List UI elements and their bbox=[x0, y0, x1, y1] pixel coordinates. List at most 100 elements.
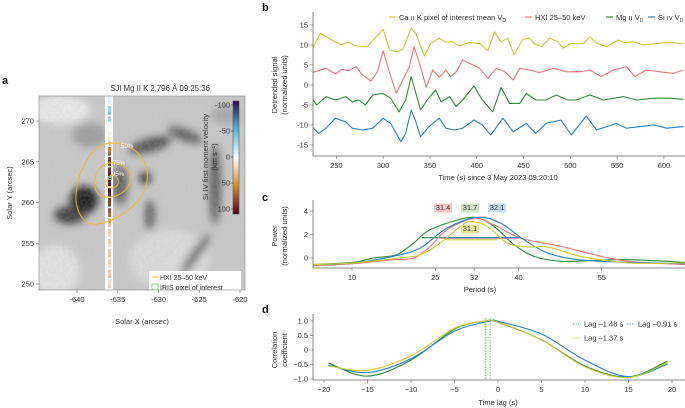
slit-pixel bbox=[108, 249, 111, 255]
legend-label-mg_ii: Lag –1.48 s bbox=[584, 320, 623, 329]
panel-b-legend: Ca ıı K pixel of interest mean VD HXI 25–… bbox=[389, 13, 684, 24]
peak-label-bg-ca_ii_k bbox=[461, 224, 479, 234]
series-line-mg_ii bbox=[313, 76, 684, 113]
panel-b: b Ca ıı K pixel of interest mean VD HXI 2… bbox=[262, 2, 685, 182]
slit-pixel bbox=[108, 141, 111, 146]
y-tick-label: 0 bbox=[304, 81, 308, 90]
panel-b-ylabel-units: (normalized units) bbox=[280, 55, 289, 115]
legend-label-ca_ii_k: Ca ıı K pixel of interest mean VD bbox=[399, 13, 506, 24]
colorbar-tick-label: 100 bbox=[217, 205, 230, 214]
slit-pixel bbox=[108, 208, 111, 214]
power-curve-si_iv bbox=[313, 216, 685, 266]
legend-subscript: D bbox=[680, 18, 684, 24]
panel-c-xlabel: Period (s) bbox=[464, 285, 497, 294]
panel-b-xlabel: Time (s) since 3 May 2023 09:20:10 bbox=[438, 173, 557, 182]
colorbar-label: Si IV first moment velocity bbox=[201, 114, 210, 201]
slit-pixel bbox=[108, 254, 111, 258]
peak-label-bg-hxi bbox=[434, 203, 452, 213]
x-tick-label: 400 bbox=[470, 161, 483, 170]
x-tick-label: 5 bbox=[539, 385, 543, 394]
legend-text: Mg ıı V bbox=[616, 13, 640, 22]
power-curve-mg_ii bbox=[313, 216, 685, 266]
x-tick-label: -625 bbox=[192, 295, 207, 304]
peak-label-ca_ii_k: 31.1 bbox=[463, 224, 478, 233]
contour-95 bbox=[105, 174, 119, 189]
panel-d-series bbox=[328, 318, 668, 380]
x-tick-label: −20 bbox=[318, 385, 331, 394]
y-tick-label: 265 bbox=[21, 157, 34, 166]
y-tick-label: 255 bbox=[21, 239, 34, 248]
legend-label-mg_ii: Mg ıı VD bbox=[616, 13, 644, 24]
slit-pixel bbox=[108, 182, 111, 187]
slit-pixel bbox=[108, 233, 111, 238]
slit-pixel bbox=[108, 213, 111, 217]
panel-label-d: d bbox=[262, 304, 269, 316]
panel-d-xlabel: Time lag (s) bbox=[478, 398, 518, 407]
y-tick-label: -15 bbox=[297, 141, 308, 150]
y-tick-label: -5 bbox=[301, 101, 308, 110]
legend-subscript: D bbox=[640, 18, 644, 24]
panel-d-ylabel: Correlation bbox=[270, 332, 279, 369]
panel-d: d −20 −15 −10 −5 0 5 10 15 20 1.0 0.5 0 −0.5 −1.0 Lag… bbox=[262, 304, 685, 407]
x-tick-label: -620 bbox=[232, 295, 247, 304]
axis-lines bbox=[312, 314, 685, 381]
slit-pixel bbox=[108, 152, 111, 156]
colorbar-ticks: -100 -50 0 50 100 bbox=[215, 101, 233, 214]
colorbar-tick-label: -50 bbox=[219, 127, 230, 136]
legend-subscript: D bbox=[502, 18, 506, 24]
x-tick-label: 450 bbox=[517, 161, 530, 170]
colorbar-tick-label: 50 bbox=[222, 179, 230, 188]
x-tick-label: −10 bbox=[405, 385, 418, 394]
x-tick-label: 25 bbox=[431, 273, 439, 282]
y-tick-label: 0 bbox=[304, 346, 308, 355]
slit-pixel bbox=[108, 157, 111, 163]
panel-b-ylabel: Detrended signal bbox=[270, 56, 279, 113]
slit-pixel bbox=[108, 111, 111, 115]
legend-text: Ca ıı K pixel of interest mean V bbox=[399, 13, 502, 22]
y-tick-label: 2 bbox=[304, 230, 308, 239]
y-tick-label: 10 bbox=[300, 41, 308, 50]
axis-lines bbox=[312, 200, 685, 269]
series-line-si_iv bbox=[313, 109, 684, 143]
x-tick-label: -640 bbox=[69, 295, 84, 304]
correlation-curve-ca_ii_k bbox=[328, 319, 668, 379]
slit-pixel bbox=[108, 101, 111, 105]
panel-a-xlabel: Solar X (arcsec) bbox=[115, 317, 169, 326]
x-tick-label: 600 bbox=[658, 161, 671, 170]
slit-pixel bbox=[108, 131, 111, 136]
x-tick-label: 550 bbox=[611, 161, 624, 170]
legend-iris: IRIS pixel of interest bbox=[160, 285, 223, 292]
panel-d-ylabel-2: coefficient bbox=[280, 332, 289, 367]
slit-velocity-column bbox=[108, 96, 111, 289]
peak-label-bg-si_iv bbox=[488, 203, 506, 213]
slit-pixel bbox=[108, 223, 111, 227]
correlation-curve-si_iv bbox=[328, 319, 668, 378]
x-tick-label: 300 bbox=[377, 161, 390, 170]
slit-pixel bbox=[108, 284, 111, 289]
peak-label-si_iv: 32.1 bbox=[490, 203, 505, 212]
slit-pixel bbox=[108, 192, 111, 197]
slit-pixel bbox=[108, 274, 111, 278]
slit-pixel bbox=[108, 269, 111, 275]
contour-label-95: 95% bbox=[112, 172, 125, 178]
peak-label-hxi: 31.4 bbox=[436, 203, 451, 212]
y-tick-label: 250 bbox=[21, 280, 34, 289]
x-tick-label: 250 bbox=[330, 161, 343, 170]
slit-pixel bbox=[108, 116, 111, 122]
slit-pixel bbox=[108, 167, 111, 173]
panel-c-series bbox=[313, 216, 685, 267]
panel-a-ylabel: Solar Y (arcsec) bbox=[5, 166, 14, 220]
slit-pixel bbox=[108, 203, 111, 207]
legend-label-si_iv: Lag –0.91 s bbox=[638, 320, 677, 329]
x-tick-label: 10 bbox=[348, 273, 356, 282]
slit-pixel bbox=[108, 187, 111, 193]
panel-d-legend: Lag –1.48 s Lag –0.91 s Lag –1.37 s bbox=[573, 320, 677, 343]
panel-a-legend: HXI 25–50 keV IRIS pixel of interest bbox=[149, 271, 241, 292]
y-tick-label: 0 bbox=[304, 254, 308, 263]
panel-c-axes: 10 25 32 40 55 4 2 0 bbox=[304, 200, 685, 282]
power-curve-ca_ii_k bbox=[313, 221, 685, 266]
x-tick-label: 40 bbox=[514, 273, 522, 282]
slit-pixel bbox=[108, 264, 111, 268]
x-tick-label: −5 bbox=[450, 385, 459, 394]
